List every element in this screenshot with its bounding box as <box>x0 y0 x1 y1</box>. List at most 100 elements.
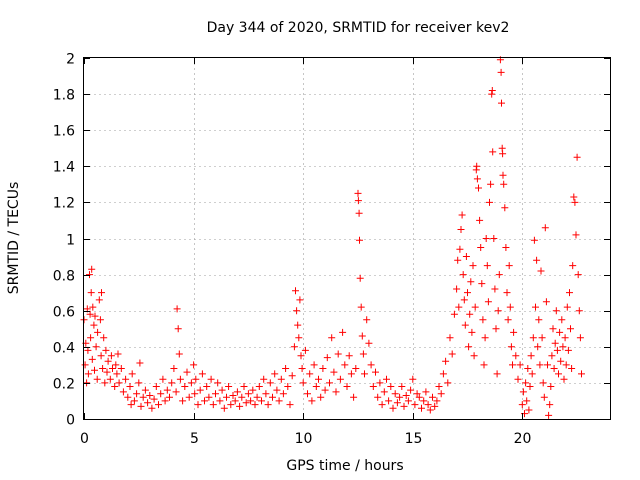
data-point <box>290 343 298 351</box>
data-point <box>205 393 213 401</box>
data-point <box>214 379 222 387</box>
data-point <box>155 401 162 409</box>
data-point <box>574 271 582 279</box>
data-point <box>568 365 576 372</box>
data-point <box>347 370 355 378</box>
data-point <box>490 235 498 242</box>
data-point <box>350 393 358 401</box>
data-point <box>435 383 443 390</box>
data-point <box>359 350 367 358</box>
y-tick-label: 0.6 <box>53 305 75 321</box>
data-point <box>247 397 255 405</box>
data-point <box>176 375 184 383</box>
data-point <box>510 328 518 336</box>
tick-labels: 00.20.40.60.811.21.41.61.820 5 10 15 20 <box>53 52 532 448</box>
data-point <box>97 352 105 360</box>
data-point <box>456 245 464 253</box>
data-point <box>113 370 121 378</box>
data-point <box>546 401 554 409</box>
data-point <box>402 392 410 399</box>
data-point <box>525 406 533 414</box>
data-point <box>101 379 109 387</box>
data-point <box>356 236 363 244</box>
data-point <box>465 343 473 351</box>
grid-lines <box>84 58 610 419</box>
data-point <box>244 390 252 398</box>
data-point <box>396 393 404 401</box>
data-point <box>558 316 566 324</box>
data-point <box>83 379 91 387</box>
data-point <box>469 262 477 270</box>
data-point <box>365 339 373 347</box>
data-point <box>321 386 329 394</box>
data-point <box>522 379 530 387</box>
y-tick-label: 1.6 <box>53 124 75 140</box>
data-point <box>358 332 366 340</box>
data-point <box>332 388 340 396</box>
data-point <box>499 150 507 158</box>
data-point <box>238 393 246 401</box>
data-point <box>266 379 274 387</box>
data-point <box>404 397 412 405</box>
x-axis-label: GPS time / hours <box>286 458 403 474</box>
data-point <box>130 397 138 405</box>
data-point <box>334 350 342 358</box>
data-point <box>473 175 481 183</box>
data-point <box>378 401 386 409</box>
data-point <box>538 334 546 342</box>
data-point <box>552 307 560 315</box>
data-point <box>99 365 107 372</box>
data-point <box>275 397 283 405</box>
data-point <box>141 386 149 394</box>
data-point <box>183 368 191 376</box>
data-point <box>355 209 363 217</box>
data-point <box>292 287 299 295</box>
data-point <box>236 402 244 410</box>
data-point <box>136 359 144 367</box>
data-point <box>475 184 482 192</box>
data-point <box>330 368 338 376</box>
data-point <box>444 379 452 387</box>
x-tick-label: 5 <box>190 431 199 447</box>
data-point <box>175 350 183 358</box>
data-point <box>253 393 261 401</box>
data-point <box>576 334 584 342</box>
data-point <box>212 390 219 398</box>
data-point <box>96 316 104 324</box>
data-point <box>509 361 516 369</box>
y-tick-label: 0 <box>66 413 75 429</box>
data-point <box>326 379 333 387</box>
y-tick-label: 1 <box>66 233 75 249</box>
data-point <box>92 343 100 351</box>
data-point <box>249 386 257 394</box>
data-point <box>107 352 115 360</box>
data-point <box>233 388 241 396</box>
data-point <box>223 393 230 401</box>
data-point <box>279 390 287 398</box>
data-point <box>514 375 522 383</box>
data-point <box>567 325 574 333</box>
data-point <box>563 303 571 311</box>
data-point <box>109 365 116 372</box>
y-tick-label: 1.2 <box>53 196 75 212</box>
data-point <box>86 310 94 318</box>
data-point <box>317 393 325 401</box>
data-point <box>557 357 565 365</box>
data-point <box>500 180 508 188</box>
data-point <box>542 298 550 306</box>
data-point <box>479 316 487 324</box>
data-point <box>88 355 96 363</box>
data-point <box>161 397 169 405</box>
data-point <box>91 366 98 374</box>
data-point <box>163 386 171 394</box>
y-tick-label: 0.8 <box>53 269 75 285</box>
data-point <box>547 383 555 390</box>
y-tick-label: 2 <box>66 52 75 68</box>
data-point <box>518 401 526 409</box>
data-point <box>87 289 95 297</box>
data-point <box>389 404 397 412</box>
data-point <box>218 386 226 394</box>
data-point <box>433 397 441 405</box>
data-point <box>504 316 512 324</box>
